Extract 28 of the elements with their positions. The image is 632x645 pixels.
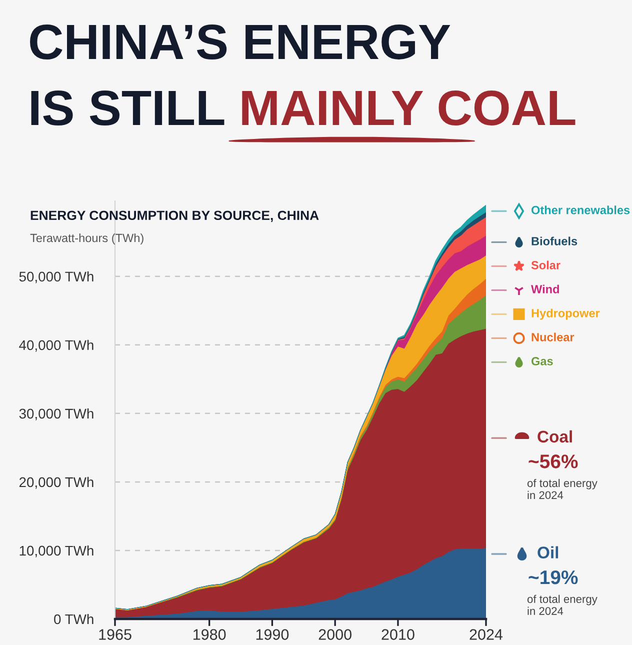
chart-title: CHINA’S ENERGY IS STILL MAINLY COAL bbox=[30, 24, 576, 126]
text: ~19% bbox=[528, 570, 578, 584]
legend-label: Nuclear bbox=[532, 332, 574, 342]
legend-label: Oil bbox=[538, 546, 558, 558]
x-tick-label: 2010 bbox=[382, 629, 414, 640]
text: of total energy in 2024 bbox=[527, 594, 598, 615]
x-tick-label: 2024 bbox=[470, 629, 503, 640]
y-tick-label: 10,000 TWh bbox=[20, 545, 94, 558]
y-tick-label: 30,000 TWh bbox=[19, 408, 94, 420]
legend-label: Solar bbox=[531, 260, 560, 270]
y-tick-label: 20,000 TWh bbox=[19, 476, 94, 489]
text: ~56% bbox=[528, 454, 578, 468]
y-tick-label: 0 TWh bbox=[54, 614, 94, 624]
legend-label: Hydropower bbox=[532, 308, 600, 320]
legend-label: Gas bbox=[531, 357, 553, 366]
legend-label: Coal bbox=[538, 430, 572, 443]
legend-label: Other renewables bbox=[531, 206, 630, 214]
x-tick-label: 1990 bbox=[256, 629, 289, 640]
x-tick-label: 2000 bbox=[318, 629, 352, 640]
legend-label: Wind bbox=[531, 284, 559, 294]
x-tick-label: 1965 bbox=[99, 629, 132, 640]
text: of total energy in 2024 bbox=[527, 478, 598, 500]
y-tick-label: 50,000 TWh bbox=[19, 271, 94, 284]
text: ENERGY CONSUMPTION BY SOURCE, CHINA bbox=[30, 210, 319, 222]
legend-label: Biofuels bbox=[532, 236, 578, 246]
x-tick-label: 1980 bbox=[193, 629, 226, 640]
y-tick-label: 40,000 TWh bbox=[19, 340, 94, 352]
y-axis-title: Terawatt-hours (TWh) bbox=[30, 233, 144, 244]
